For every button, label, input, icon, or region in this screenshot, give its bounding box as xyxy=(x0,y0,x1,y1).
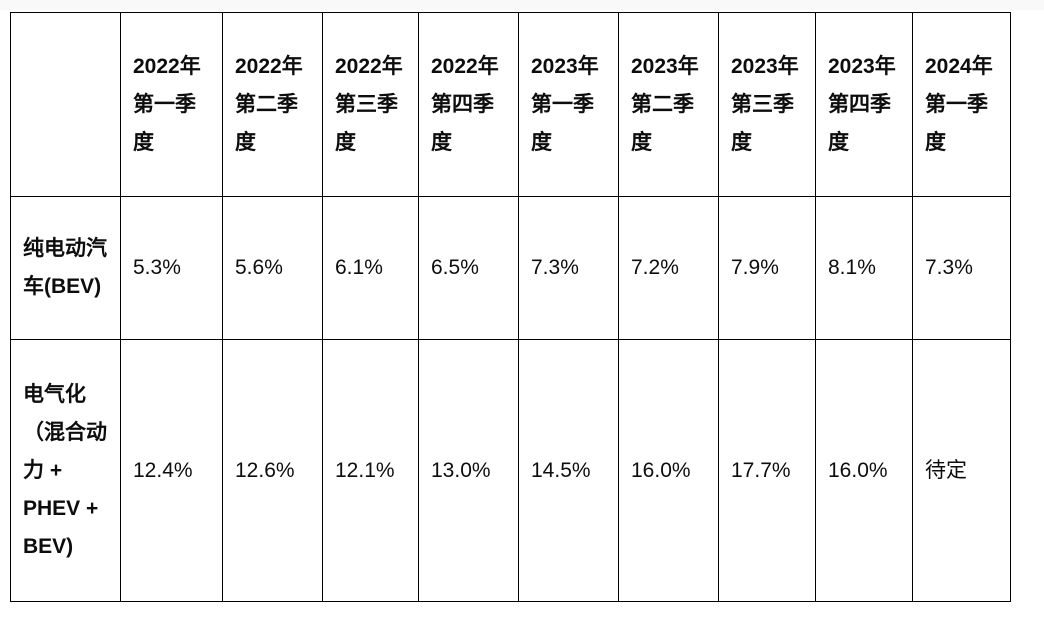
header-row: 2022年第一季度 2022年第二季度 2022年第三季度 2022年第四季度 … xyxy=(10,12,1011,197)
header-cell-2023-q2: 2023年第二季度 xyxy=(618,12,719,197)
value-cell: 16.0% xyxy=(618,339,719,602)
header-cell-2023-q3: 2023年第三季度 xyxy=(718,12,816,197)
corner-cell xyxy=(10,12,121,197)
value-cell: 6.1% xyxy=(322,196,419,340)
value-cell: 16.0% xyxy=(815,339,913,602)
header-cell-2024-q1: 2024年第一季度 xyxy=(912,12,1011,197)
value-cell: 5.3% xyxy=(120,196,223,340)
header-cell-2022-q1: 2022年第一季度 xyxy=(120,12,223,197)
value-cell: 13.0% xyxy=(418,339,519,602)
top-strip xyxy=(0,0,1044,10)
table-row-bev: 纯电动汽车(BEV) 5.3% 5.6% 6.1% 6.5% 7.3% 7.2%… xyxy=(10,196,1011,340)
header-cell-2022-q3: 2022年第三季度 xyxy=(322,12,419,197)
ev-market-share-table: 2022年第一季度 2022年第二季度 2022年第三季度 2022年第四季度 … xyxy=(10,12,1011,602)
header-cell-2023-q4: 2023年第四季度 xyxy=(815,12,913,197)
value-cell: 8.1% xyxy=(815,196,913,340)
header-cell-2022-q4: 2022年第四季度 xyxy=(418,12,519,197)
value-cell: 14.5% xyxy=(518,339,619,602)
value-cell: 6.5% xyxy=(418,196,519,340)
value-cell: 7.3% xyxy=(518,196,619,340)
value-cell: 12.6% xyxy=(222,339,323,602)
value-cell: 7.2% xyxy=(618,196,719,340)
header-cell-2022-q2: 2022年第二季度 xyxy=(222,12,323,197)
header-cell-2023-q1: 2023年第一季度 xyxy=(518,12,619,197)
value-cell: 待定 xyxy=(912,339,1011,602)
value-cell: 17.7% xyxy=(718,339,816,602)
row-label-cell-electrified: 电气化（混合动力 + PHEV + BEV) xyxy=(10,339,121,602)
value-cell: 7.3% xyxy=(912,196,1011,340)
value-cell: 12.4% xyxy=(120,339,223,602)
value-cell: 12.1% xyxy=(322,339,419,602)
row-label-cell-bev: 纯电动汽车(BEV) xyxy=(10,196,121,340)
value-cell: 7.9% xyxy=(718,196,816,340)
table-row-electrified: 电气化（混合动力 + PHEV + BEV) 12.4% 12.6% 12.1%… xyxy=(10,339,1011,602)
value-cell: 5.6% xyxy=(222,196,323,340)
